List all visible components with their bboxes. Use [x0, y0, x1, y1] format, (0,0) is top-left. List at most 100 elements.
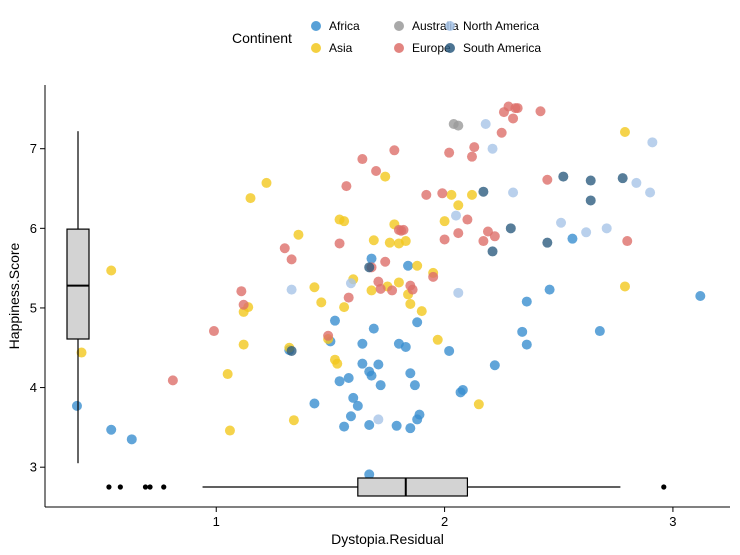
point-asia: [261, 177, 272, 188]
legend-key-europe: [394, 43, 404, 53]
x-boxplot-outlier: [117, 484, 123, 490]
point-europe: [437, 188, 448, 199]
legend-label-north-america: North America: [463, 19, 539, 33]
point-africa: [309, 398, 320, 409]
point-europe: [466, 151, 477, 162]
point-south-america: [542, 237, 553, 248]
point-europe: [469, 142, 480, 153]
point-africa: [348, 392, 359, 403]
point-europe: [343, 292, 354, 303]
point-asia: [332, 358, 343, 369]
point-africa: [106, 424, 117, 435]
point-europe: [323, 330, 334, 341]
point-europe: [375, 283, 386, 294]
point-asia: [238, 339, 249, 350]
point-asia: [405, 298, 416, 309]
point-africa: [489, 360, 500, 371]
point-europe: [535, 106, 546, 117]
x-boxplot-outlier: [661, 484, 667, 490]
legend-key-australia: [394, 21, 404, 31]
marginal-boxplots: [66, 131, 667, 497]
x-tick-label: 2: [441, 514, 448, 529]
legend-key-north-america: [445, 21, 455, 31]
point-north-america: [373, 414, 384, 425]
point-europe: [428, 271, 439, 282]
point-asia: [76, 347, 87, 358]
point-africa: [364, 419, 375, 430]
point-europe: [398, 224, 409, 235]
point-europe: [489, 231, 500, 242]
point-africa: [391, 420, 402, 431]
point-africa: [400, 341, 411, 352]
point-asia: [366, 285, 377, 296]
x-tick-label: 1: [213, 514, 220, 529]
point-africa: [352, 400, 363, 411]
x-axis-ticks: 1 2 3: [213, 507, 677, 529]
point-asia: [384, 237, 395, 248]
legend-label-asia: Asia: [329, 41, 353, 55]
point-africa: [403, 260, 414, 271]
point-africa: [567, 233, 578, 244]
point-africa: [457, 384, 468, 395]
y-axis-ticks: 3 4 5 6 7: [30, 141, 45, 475]
legend-label-europe: Europe: [412, 41, 451, 55]
point-asia: [222, 369, 233, 380]
point-europe: [334, 238, 345, 249]
point-asia: [316, 297, 327, 308]
point-south-america: [617, 173, 628, 184]
x-axis-title: Dystopia.Residual: [331, 531, 444, 547]
point-africa: [366, 370, 377, 381]
legend-label-africa: Africa: [329, 19, 360, 33]
point-asia: [368, 235, 379, 246]
point-asia: [466, 189, 477, 200]
point-north-america: [647, 137, 658, 148]
point-north-america: [453, 287, 464, 298]
point-north-america: [508, 187, 519, 198]
point-europe: [238, 299, 249, 310]
x-boxplot-outlier: [161, 484, 167, 490]
point-europe: [341, 181, 352, 192]
point-australia: [453, 120, 464, 131]
point-europe: [508, 113, 519, 124]
point-europe: [371, 165, 382, 176]
point-north-america: [645, 187, 656, 198]
legend-key-south-america: [445, 43, 455, 53]
point-asia: [473, 399, 484, 410]
point-north-america: [480, 119, 491, 130]
legend-key-asia: [311, 43, 321, 53]
point-africa: [695, 291, 706, 301]
point-africa: [357, 358, 368, 369]
y-tick-label: 4: [30, 380, 37, 395]
point-europe: [421, 189, 432, 200]
point-south-america: [478, 186, 489, 197]
point-africa: [444, 345, 455, 356]
point-europe: [279, 243, 290, 254]
point-europe: [462, 214, 473, 225]
point-africa: [366, 253, 377, 264]
point-africa: [126, 434, 137, 445]
point-asia: [309, 282, 320, 293]
point-africa: [329, 315, 340, 326]
point-north-america: [581, 227, 592, 238]
point-africa: [414, 409, 425, 420]
point-asia: [293, 229, 304, 240]
point-north-america: [631, 177, 642, 188]
point-north-america: [451, 210, 461, 221]
point-south-america: [487, 246, 498, 257]
point-europe: [453, 228, 464, 239]
point-north-america: [487, 143, 498, 154]
point-south-america: [585, 175, 596, 186]
point-africa: [345, 411, 356, 422]
x-boxplot-box: [357, 477, 469, 497]
legend-key-africa: [311, 21, 321, 31]
point-europe: [236, 286, 247, 297]
y-boxplot-box: [66, 228, 90, 340]
legend-title: Continent: [232, 30, 292, 46]
point-asia: [432, 334, 443, 345]
point-asia: [245, 193, 256, 204]
point-africa: [375, 380, 386, 391]
axes: 1 2 3 3 4 5 6 7 Dystopia.Residual Happiness.Sc…: [6, 85, 730, 547]
point-asia: [453, 200, 464, 211]
point-africa: [517, 326, 528, 337]
